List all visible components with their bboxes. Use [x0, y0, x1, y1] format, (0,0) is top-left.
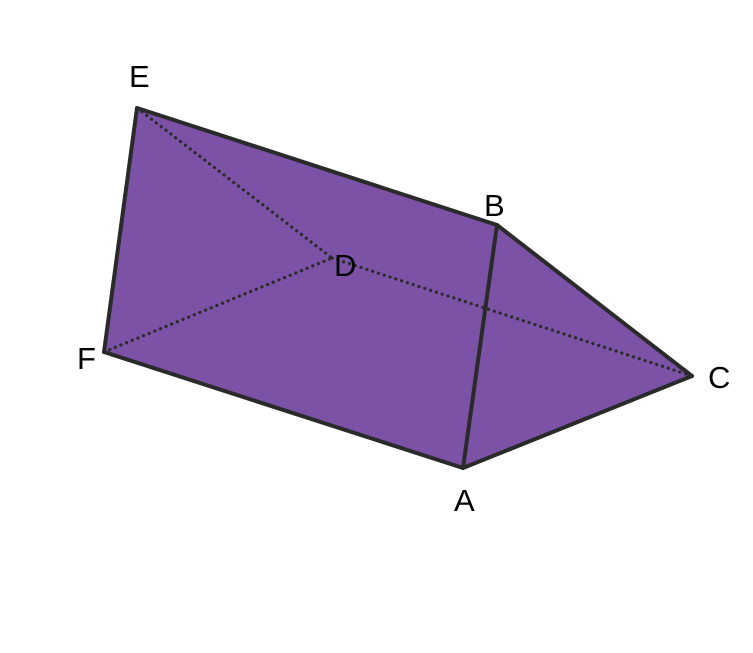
edge-FE	[102, 106, 139, 354]
hidden-edge-ED	[135, 106, 334, 260]
edge-AF	[102, 350, 465, 470]
hidden-edges	[102, 106, 694, 378]
vertex-label-B: B	[484, 188, 505, 223]
edge-BA	[461, 223, 499, 470]
visible-edges	[102, 106, 694, 470]
edge-BC	[495, 223, 694, 378]
edge-EB	[135, 106, 499, 227]
vertex-labels: E B D F C A	[77, 59, 730, 518]
hidden-edge-DC	[330, 256, 694, 378]
edge-CA	[461, 374, 694, 470]
prism-body	[104, 108, 692, 468]
vertex-label-C: C	[708, 360, 730, 395]
vertex-label-E: E	[129, 59, 150, 94]
hidden-edge-FD	[102, 256, 334, 354]
vertex-label-F: F	[77, 341, 96, 376]
vertex-label-A: A	[454, 483, 475, 518]
vertex-label-D: D	[334, 248, 356, 283]
